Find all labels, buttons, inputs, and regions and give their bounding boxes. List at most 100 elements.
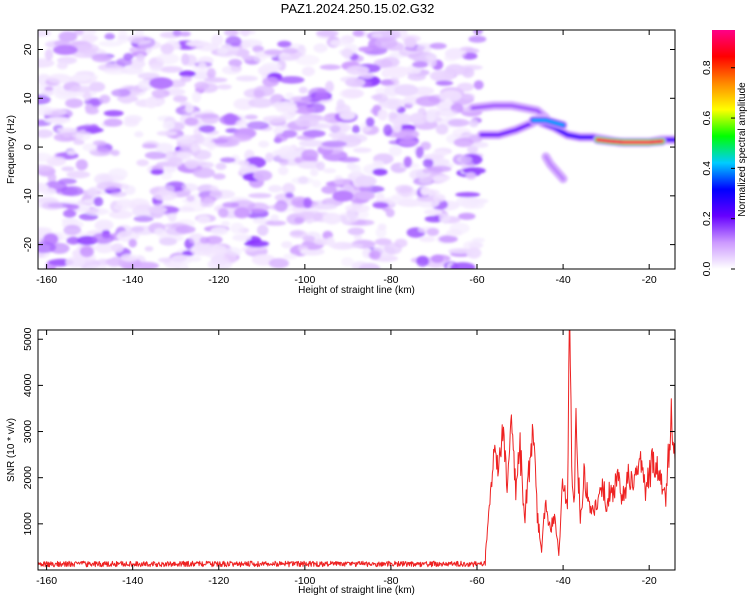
noise-blob xyxy=(332,190,354,202)
noise-blob xyxy=(75,129,92,141)
noise-blob xyxy=(316,161,325,171)
noise-blob xyxy=(144,151,167,160)
noise-blob xyxy=(375,192,385,202)
noise-blob xyxy=(38,227,52,235)
noise-blob xyxy=(221,65,242,75)
noise-blob xyxy=(422,154,445,160)
noise-blob xyxy=(217,84,232,90)
noise-blob xyxy=(38,129,54,139)
noise-blob xyxy=(407,73,427,81)
noise-blob xyxy=(435,80,454,86)
noise-blob xyxy=(277,166,289,176)
noise-blob xyxy=(283,253,298,260)
noise-blob xyxy=(93,196,104,207)
noise-blob xyxy=(142,143,157,149)
top-y-tick-label: 20 xyxy=(22,44,34,56)
noise-blob xyxy=(87,187,98,197)
noise-blob xyxy=(372,202,389,209)
colorbar-tick-label: 0.8 xyxy=(701,60,713,75)
noise-blob xyxy=(431,254,444,264)
noise-blob xyxy=(422,158,434,168)
noise-blob xyxy=(75,159,88,171)
noise-blob xyxy=(412,61,429,68)
noise-blob xyxy=(447,118,470,127)
noise-blob xyxy=(210,138,229,144)
noise-blob xyxy=(227,134,252,142)
noise-blob xyxy=(98,40,123,47)
noise-blob xyxy=(239,164,259,176)
heatmap-plot xyxy=(38,30,675,269)
noise-blob xyxy=(403,37,417,48)
noise-blob xyxy=(210,226,229,236)
noise-blob xyxy=(453,137,474,148)
bottom-x-tick-label: -40 xyxy=(556,575,571,587)
noise-blob xyxy=(285,192,294,199)
noise-blob xyxy=(159,66,183,73)
noise-blob xyxy=(186,195,195,202)
noise-blob xyxy=(372,168,388,176)
noise-blob xyxy=(110,149,120,156)
noise-blob xyxy=(155,99,165,105)
noise-blob xyxy=(173,95,188,103)
noise-blob xyxy=(416,255,430,267)
noise-blob xyxy=(347,227,365,236)
noise-blob xyxy=(213,173,226,180)
chart-axes: -160 -140 -120 -100 -80 -60 -40 -20-20-1001020H… xyxy=(6,29,676,596)
noise-blob xyxy=(244,240,270,248)
noise-blob xyxy=(211,34,224,46)
noise-blob xyxy=(377,223,387,231)
noise-blob xyxy=(314,92,330,101)
noise-blob xyxy=(313,43,328,53)
top-y-tick-label: 10 xyxy=(22,92,34,104)
noise-blob xyxy=(253,89,265,98)
noise-blob xyxy=(394,129,420,140)
noise-blob xyxy=(310,168,319,177)
bottom-x-axis-label: Height of straight line (km) xyxy=(298,585,415,596)
bottom-x-tick-label: -60 xyxy=(469,575,484,587)
noise-blob xyxy=(116,198,133,207)
noise-blob xyxy=(160,43,174,55)
bottom-y-tick-label: 5000 xyxy=(22,327,34,351)
noise-blob xyxy=(252,45,264,53)
noise-blob xyxy=(315,30,339,37)
noise-blob xyxy=(194,81,210,91)
noise-blob xyxy=(248,193,272,199)
noise-blob xyxy=(136,53,146,62)
colorbar-gradient xyxy=(712,30,735,269)
noise-blob xyxy=(435,124,449,135)
noise-blob xyxy=(429,42,447,50)
noise-blob xyxy=(133,215,154,222)
noise-blob xyxy=(135,30,144,38)
noise-blob xyxy=(262,62,282,70)
noise-blob xyxy=(396,199,423,207)
noise-blob xyxy=(217,47,229,55)
noise-blob xyxy=(301,66,315,77)
noise-blob xyxy=(84,103,94,112)
noise-blob xyxy=(394,84,419,96)
noise-blob xyxy=(384,242,402,255)
noise-blob xyxy=(190,244,214,256)
noise-blob xyxy=(436,101,456,111)
noise-blob xyxy=(103,118,123,127)
noise-blob xyxy=(232,234,252,242)
noise-blob xyxy=(450,262,476,269)
top-y-axis-label: Frequency (Hz) xyxy=(6,115,17,184)
noise-blob xyxy=(328,122,352,133)
bottom-x-tick-label: -120 xyxy=(208,575,229,587)
noise-blob xyxy=(341,257,354,267)
noise-blob xyxy=(235,119,248,128)
noise-blob xyxy=(472,141,489,148)
noise-blob xyxy=(262,115,287,124)
noise-blob xyxy=(289,229,308,239)
noise-blob xyxy=(40,90,54,97)
bottom-x-tick-label: -140 xyxy=(122,575,143,587)
noise-blob xyxy=(294,217,304,224)
noise-blob xyxy=(438,235,458,243)
noise-blob xyxy=(458,212,476,220)
noise-blob xyxy=(159,237,178,246)
noise-blob xyxy=(469,119,479,128)
noise-blob xyxy=(58,178,77,185)
noise-blob xyxy=(54,90,78,100)
noise-blob xyxy=(108,168,128,181)
